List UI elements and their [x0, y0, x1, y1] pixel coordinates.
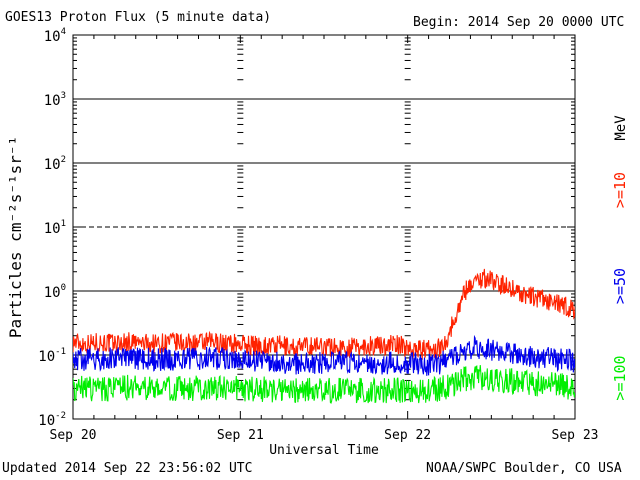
y-tick-label: 10-2: [38, 411, 66, 429]
series-line-ge10: [73, 268, 575, 360]
legend-unit-mev: MeV: [613, 115, 629, 141]
data-source: NOAA/SWPC Boulder, CO USA: [426, 461, 622, 476]
updated-time: Updated 2014 Sep 22 23:56:02 UTC: [2, 461, 253, 476]
chart-title: GOES13 Proton Flux (5 minute data): [5, 10, 272, 25]
y-tick-label: 10-1: [38, 347, 66, 365]
x-tick-label: Sep 20: [50, 428, 97, 443]
x-tick-label: Sep 22: [384, 428, 431, 443]
y-tick-label: 102: [44, 155, 66, 173]
x-tick-label: Sep 21: [217, 428, 264, 443]
legend-label-ge10: >=10: [611, 172, 629, 208]
y-tick-label: 101: [44, 219, 66, 237]
series-line-ge50: [73, 334, 575, 376]
legend-label-ge100: >=100: [611, 355, 629, 400]
y-tick-label: 100: [44, 283, 66, 301]
x-axis-title: Universal Time: [269, 443, 379, 458]
x-tick-label: Sep 23: [552, 428, 599, 443]
y-tick-label: 103: [44, 91, 66, 109]
y-tick-label: 104: [44, 27, 66, 45]
legend-label-ge50: >=50: [611, 268, 629, 304]
begin-time: Begin: 2014 Sep 20 0000 UTC: [413, 15, 625, 30]
y-axis-title: Particles cm⁻²s⁻¹sr⁻¹: [6, 136, 25, 338]
series-line-ge100: [73, 365, 575, 405]
